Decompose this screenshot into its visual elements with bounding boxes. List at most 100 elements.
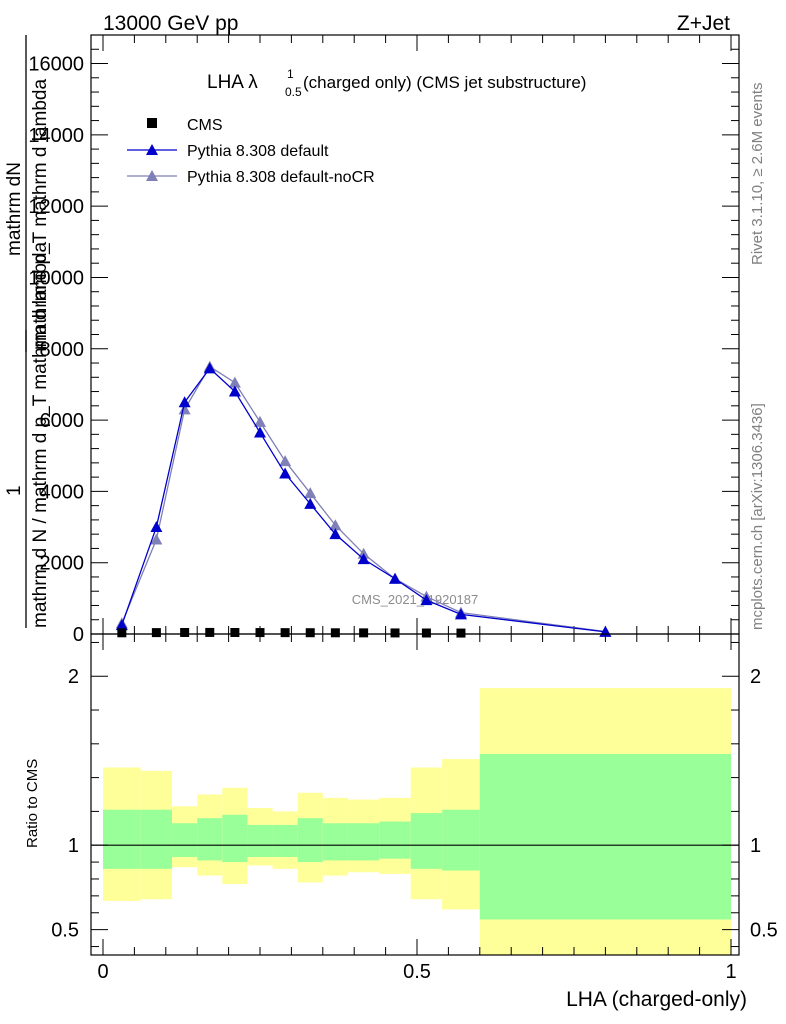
series-point-default [228,385,241,397]
series-line-default [121,367,606,633]
series-point-default [304,497,317,509]
ratio-panel: 0.5 0.51 12 2 0 0.5 1 Ratio to CMS LHA (charg… [24,633,778,1011]
main-panel: 0 2000 4000 6000 8000 10000 12000 14000 16000 CM… [4,34,740,646]
header-right: Z+Jet [677,12,730,35]
series-point-default [389,572,402,584]
series-point-default [254,426,266,438]
series-point-nocr [150,533,163,545]
x-tick-label: 0 [97,961,108,983]
series-point-cms [180,628,190,638]
series-point-default [454,608,467,620]
main-x-axis [102,35,732,634]
main-y-tick-label: 6000 [40,410,85,432]
chart-title-rest: (charged only) (CMS jet substructure) [303,73,586,92]
legend-default-marker [146,144,158,155]
series-point-cms [151,628,161,638]
y-label-line-3: 1 [4,485,25,496]
main-y-tick-label: 14000 [28,125,84,147]
ratio-inner-band-bin [297,818,323,863]
ratio-y-tick-label-right: 2 [750,666,761,688]
ratio-inner-band-bin [410,813,443,869]
ratio-y-axis: 0.5 0.5 1 1 2 2 [51,641,778,948]
main-y-label: mathrm dN mathrm d p_T mathrm d lambda 1… [4,35,51,628]
series-point-cms [255,628,265,638]
x-tick-label: 1 [725,961,736,983]
series-point-default [420,594,433,606]
series-point-cms [205,627,215,637]
legend-default-label: Pythia 8.308 default [187,143,329,160]
series-point-default [150,521,163,533]
ratio-inner-band-bin [442,809,480,871]
ratio-y-label: Ratio to CMS [24,759,41,848]
legend-cms-marker [147,118,157,128]
series-point-nocr [279,455,292,467]
main-y-axis: 0 2000 4000 6000 8000 10000 12000 14000 16000 [28,34,739,646]
main-y-tick-label: 0 [73,624,84,646]
mcplots-label: mcplots.cern.ch [arXiv:1306.3436] [749,403,766,630]
chart-title-main: LHA λ [207,72,258,93]
main-y-tick-label: 2000 [40,553,85,575]
chart-title: LHA λ [207,72,258,93]
ratio-inner-band-bin [347,823,380,861]
ratio-inner-band-bin [140,809,173,869]
ratio-y-tick-label: 1 [68,835,79,857]
header-left: 13000 GeV pp [103,12,238,35]
ratio-y-tick-label-right: 0.5 [750,920,778,942]
series-point-nocr [254,415,266,427]
series-point-cms [390,628,400,638]
y-label-line-2: mathrm d p_T mathrm d lambda [30,79,51,350]
series-point-nocr [304,487,317,499]
legend-cms-label: CMS [187,117,223,134]
main-y-tick-label: 4000 [40,481,85,503]
series-point-cms [305,628,315,638]
ratio-inner-band-bin [247,824,273,858]
y-label-line-4: mathrm d N / mathrm d p_T mathrm d lambd… [30,241,51,628]
x-axis-label: LHA (charged-only) [566,988,747,1011]
series-point-cms [280,628,290,638]
main-y-tick-label: 16000 [28,54,84,76]
ratio-inner-band-bin [272,824,298,858]
series-line-nocr [121,365,606,633]
ratio-frame [90,633,740,956]
x-tick-label: 0.5 [403,961,431,983]
ratio-inner-band-bin [379,821,411,859]
ratio-inner-band-bin [197,818,223,861]
series-point-cms [456,628,466,638]
chart-title-sub: 0.5 [285,85,302,99]
series-point-cms [359,628,369,638]
legend: CMS Pythia 8.308 default Pythia 8.308 de… [127,117,375,186]
series-point-cms [421,628,431,638]
ratio-inner-band-bin [103,809,141,869]
series-point-cms [117,628,127,638]
series-point-default [115,619,128,631]
main-y-tick-label: 12000 [28,196,84,218]
main-y-tick-label: 10000 [28,267,84,289]
series-point-cms [330,628,340,638]
series-point-nocr [178,403,191,415]
watermark: CMS_2021_I1920187 [352,592,479,607]
series-point-default [178,396,191,408]
series-point-cms [230,628,240,638]
series-point-default [329,528,342,540]
ratio-band-layer [103,688,731,955]
series-point-nocr [329,519,342,531]
ratio-y-tick-label: 0.5 [51,920,79,942]
series-point-default [357,553,370,565]
series-point-default [279,467,292,479]
series-point-default [203,362,216,374]
legend-nocr-label: Pythia 8.308 default-noCR [187,169,375,186]
rivet-label: Rivet 3.1.10, ≥ 2.6M events [749,83,766,266]
ratio-inner-band-bin [479,753,731,920]
ratio-inner-band-bin [172,823,198,858]
y-label-line-1: mathrm dN [4,162,25,256]
legend-nocr-marker [146,170,158,181]
ratio-x-axis: 0 0.5 1 [97,634,737,983]
ratio-inner-band-bin [322,823,348,861]
main-y-tick-label: 8000 [40,339,85,361]
series-point-nocr [228,376,241,388]
chart-title-sup: 1 [287,67,294,81]
ratio-y-tick-label: 2 [68,666,79,688]
ratio-y-tick-label-right: 1 [750,835,761,857]
